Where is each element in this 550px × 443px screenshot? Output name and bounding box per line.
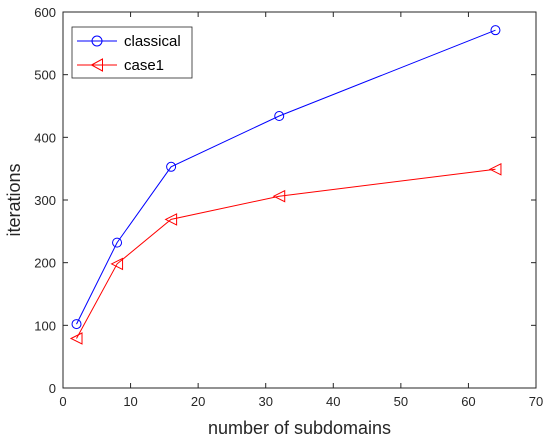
- x-axis-title: number of subdomains: [208, 418, 391, 438]
- data-point-classical: [274, 111, 285, 122]
- data-point-case1: [164, 213, 178, 226]
- data-point-classical: [71, 319, 82, 330]
- y-tick-label: 0: [49, 381, 56, 396]
- x-tick-label: 70: [529, 394, 543, 409]
- y-tick-label: 500: [34, 68, 56, 83]
- x-tick-label: 50: [394, 394, 408, 409]
- x-tick-label: 20: [191, 394, 205, 409]
- y-tick-label: 300: [34, 193, 56, 208]
- data-point-classical: [166, 161, 177, 172]
- x-tick-label: 40: [326, 394, 340, 409]
- data-point-case1: [69, 332, 83, 345]
- legend: classical case1: [71, 26, 193, 79]
- legend-marker-classical: [91, 35, 103, 47]
- x-tick-label: 10: [123, 394, 137, 409]
- y-tick-label: 200: [34, 256, 56, 271]
- data-point-case1: [488, 162, 502, 176]
- legend-marker-case1: [90, 58, 103, 72]
- data-point-classical: [490, 25, 501, 36]
- legend-box: [71, 26, 193, 79]
- y-axis-title: iterations: [4, 163, 24, 236]
- axis-ticks: 0 10 20 30 40 50 60 70 0 100 200 300 400 500 600: [34, 5, 543, 409]
- x-tick-label: 60: [461, 394, 475, 409]
- series-line-classical: [76, 29, 496, 325]
- data-point-classical: [112, 237, 123, 248]
- data-point-case1: [110, 257, 124, 271]
- legend-label-case1: case1: [124, 57, 164, 74]
- y-tick-label: 400: [34, 130, 56, 145]
- legend-label-classical: classical: [124, 33, 181, 50]
- series-line-case1: [76, 168, 496, 339]
- x-tick-label: 30: [258, 394, 272, 409]
- y-tick-label: 100: [34, 318, 56, 333]
- x-tick-label: 0: [59, 394, 66, 409]
- y-tick-label: 600: [34, 5, 56, 20]
- data-point-case1: [272, 189, 286, 203]
- data-series: [69, 25, 502, 345]
